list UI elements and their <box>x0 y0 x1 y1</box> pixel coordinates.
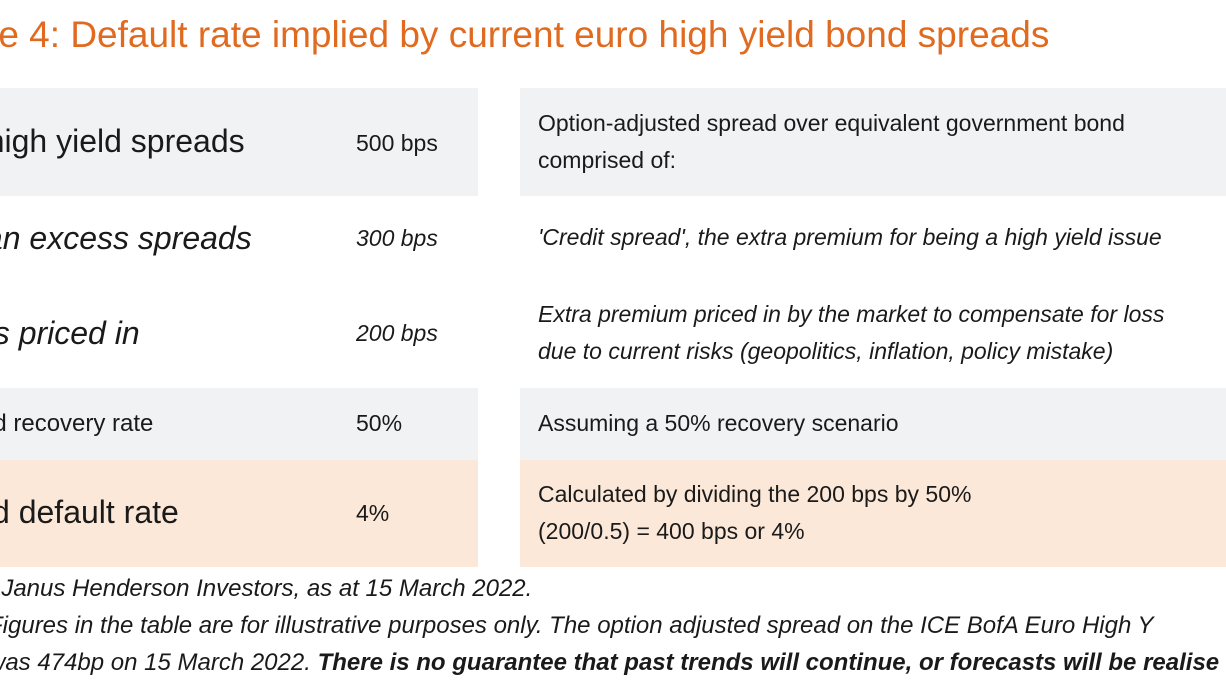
row-label: o high yield spreads <box>0 123 245 159</box>
row-value: 500 bps <box>356 130 438 156</box>
row-description-line1: Extra premium priced in by the market to… <box>538 301 1165 327</box>
source-note: : Janus Henderson Investors, as at 15 Ma… <box>0 575 533 602</box>
row-description-line1: Assuming a 50% recovery scenario <box>538 410 899 436</box>
row-label: dian excess spreads <box>0 220 252 256</box>
row-description-line2: (200/0.5) = 400 bps or 4% <box>538 518 805 544</box>
row-value: 200 bps <box>356 320 438 346</box>
row-losses-priced-left: ses priced in 200 bps <box>0 282 478 388</box>
row-description-line1: 'Credit spread', the extra premium for b… <box>538 224 1162 250</box>
disclaimer-bold: There is no guarantee that past trends w… <box>317 649 1220 676</box>
row-description-line2: comprised of: <box>538 147 677 173</box>
row-label: lied default rate <box>0 494 179 530</box>
row-losses-priced-right: Extra premium priced in by the market to… <box>520 282 1226 388</box>
footnote-plain: was 474bp on 15 March 2022. <box>0 649 318 676</box>
row-description-line1: Option-adjusted spread over equivalent g… <box>538 110 1125 136</box>
row-recovery-rate-right: Assuming a 50% recovery scenario <box>520 388 1226 460</box>
row-label: med recovery rate <box>0 410 154 437</box>
row-value: 50% <box>356 410 403 436</box>
row-description-line1: Calculated by dividing the 200 bps by 50… <box>538 481 972 507</box>
row-median-excess-right: 'Credit spread', the extra premium for b… <box>520 196 1226 282</box>
row-value: 4% <box>356 500 390 526</box>
footnote-line2: was 474bp on 15 March 2022. There is no … <box>0 649 1219 677</box>
row-median-excess-left: dian excess spreads 300 bps <box>0 196 478 282</box>
row-default-rate-right: Calculated by dividing the 200 bps by 50… <box>520 460 1226 567</box>
row-value: 300 bps <box>356 225 438 251</box>
row-description-line2: due to current risks (geopolitics, infla… <box>538 338 1114 364</box>
row-total-spreads-right: Option-adjusted spread over equivalent g… <box>520 88 1226 196</box>
footnote-line1: Figures in the table are for illustrativ… <box>0 612 1154 639</box>
row-total-spreads-left: o high yield spreads 500 bps <box>0 88 478 196</box>
row-recovery-rate-left: med recovery rate 50% <box>0 388 478 460</box>
row-label: ses priced in <box>0 315 140 351</box>
row-default-rate-left: lied default rate 4% <box>0 460 478 567</box>
figure-title: re 4: Default rate implied by current eu… <box>0 14 1050 55</box>
